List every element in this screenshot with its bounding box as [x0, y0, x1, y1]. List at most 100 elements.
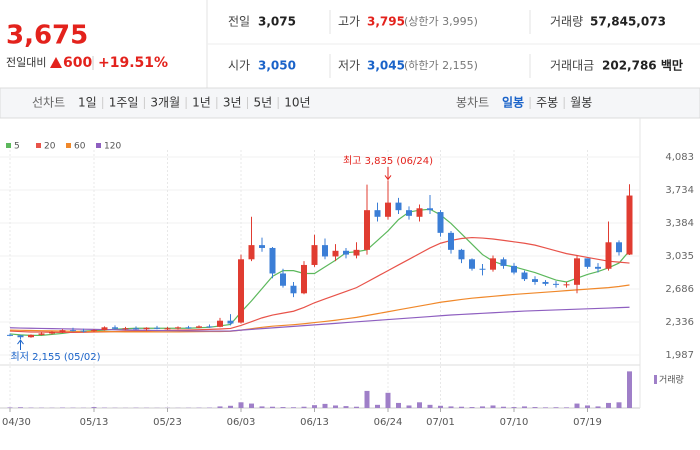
legend-swatch	[36, 143, 41, 148]
period-tab[interactable]: 1주일	[109, 96, 139, 110]
stat-label: 시가	[228, 59, 250, 73]
volume-bar	[375, 404, 380, 408]
tab-bar	[0, 87, 700, 119]
moving-average-line	[9, 236, 630, 334]
stat-label: 거래대금	[550, 59, 594, 73]
legend-label: 거래량	[659, 374, 684, 386]
stat-value: 3,045	[367, 59, 405, 73]
candle-body	[595, 266, 601, 269]
period-tab[interactable]: 10년	[284, 96, 310, 110]
period-tab[interactable]: 3개월	[150, 96, 180, 110]
volume-bar	[280, 407, 286, 408]
volume-bar	[627, 371, 632, 408]
stat-note: (하한가 2,155)	[404, 58, 478, 72]
candle-body	[364, 210, 370, 250]
period-tab[interactable]: 5년	[254, 96, 273, 110]
candle-body	[175, 327, 181, 329]
legend-label: 120	[104, 142, 121, 152]
volume-bar	[249, 403, 254, 408]
candle-body	[154, 327, 160, 329]
volume-bar	[595, 406, 601, 408]
moving-average-line	[9, 306, 630, 332]
volume-bar	[585, 405, 590, 408]
x-tick-label: 04/30	[2, 417, 31, 428]
legend-swatch	[6, 143, 11, 148]
x-tick-label: 06/03	[227, 417, 256, 428]
candle-body	[259, 245, 265, 248]
volume-bar	[333, 405, 338, 408]
volume-bar	[574, 403, 580, 408]
candle-body	[322, 245, 328, 257]
x-tick-label: 07/19	[573, 417, 602, 428]
candle-tab[interactable]: 월봉	[570, 96, 592, 110]
stat-value: 3,075	[258, 15, 296, 29]
current-price: 3,675	[6, 21, 88, 51]
candle-body	[343, 250, 349, 255]
candle-body	[101, 327, 108, 331]
candle-body	[385, 202, 391, 217]
candle-body	[311, 245, 318, 265]
period-tab[interactable]: 1년	[192, 96, 211, 110]
volume-bar	[322, 403, 328, 408]
y-tick-label: 3,384	[665, 218, 694, 229]
candle-tab[interactable]: 일봉	[502, 96, 524, 110]
volume-bar	[406, 405, 412, 408]
up-icon	[50, 57, 62, 68]
stat-label: 저가	[338, 59, 360, 73]
annotation-arrowhead	[17, 339, 24, 345]
x-tick-label: 07/10	[500, 417, 529, 428]
candle-body	[448, 232, 454, 250]
candle-body	[185, 327, 192, 329]
period-tab[interactable]: 3년	[223, 96, 242, 110]
stat-note: (상한가 3,995)	[404, 15, 478, 28]
change-rate: +19.51%	[98, 55, 168, 71]
volume-bar	[259, 406, 265, 408]
volume-bar	[469, 407, 475, 408]
x-tick-label: 07/01	[426, 417, 455, 428]
period-tab[interactable]: 1일	[78, 96, 97, 110]
candle-tab[interactable]: 주봉	[536, 96, 558, 110]
candle-body	[427, 208, 433, 211]
volume-bar	[270, 406, 275, 408]
annotation-arrowhead	[384, 175, 392, 181]
volume-bar	[501, 406, 506, 408]
candle-body	[91, 330, 97, 332]
candle-body	[395, 202, 402, 211]
candle-body	[70, 330, 76, 332]
candle-body	[374, 210, 381, 217]
candle-body	[133, 328, 139, 330]
legend-label: 5	[14, 142, 20, 152]
volume-bar	[543, 407, 548, 408]
volume-bar	[490, 405, 496, 408]
candle-body	[122, 328, 129, 330]
volume-bar	[228, 405, 233, 408]
volume-bar	[354, 406, 359, 408]
volume-bar	[343, 406, 349, 408]
candle-body	[626, 195, 633, 255]
volume-bar	[301, 406, 307, 408]
candle-body	[469, 259, 475, 269]
y-tick-label: 2,336	[665, 317, 694, 328]
candle-body	[143, 327, 150, 330]
y-tick-label: 2,686	[665, 284, 694, 295]
candle-body	[584, 258, 591, 267]
candle-body	[406, 210, 412, 216]
legend-label: 60	[74, 142, 86, 152]
volume-bar	[291, 407, 296, 408]
candle-body	[511, 265, 517, 273]
candle-body	[206, 326, 213, 328]
candle-body	[269, 247, 276, 274]
volume-bar	[238, 402, 244, 408]
y-tick-label: 4,083	[665, 152, 694, 163]
candle-body	[280, 273, 286, 286]
stat-label: 전일	[228, 15, 250, 29]
candle-body	[7, 334, 13, 336]
tab-group-label: 봉차트	[456, 96, 489, 110]
stat-value: 3,050	[258, 59, 296, 73]
x-tick-label: 05/13	[80, 417, 109, 428]
candle-body	[196, 326, 202, 328]
volume-bar	[427, 404, 433, 408]
legend-swatch	[654, 375, 657, 384]
